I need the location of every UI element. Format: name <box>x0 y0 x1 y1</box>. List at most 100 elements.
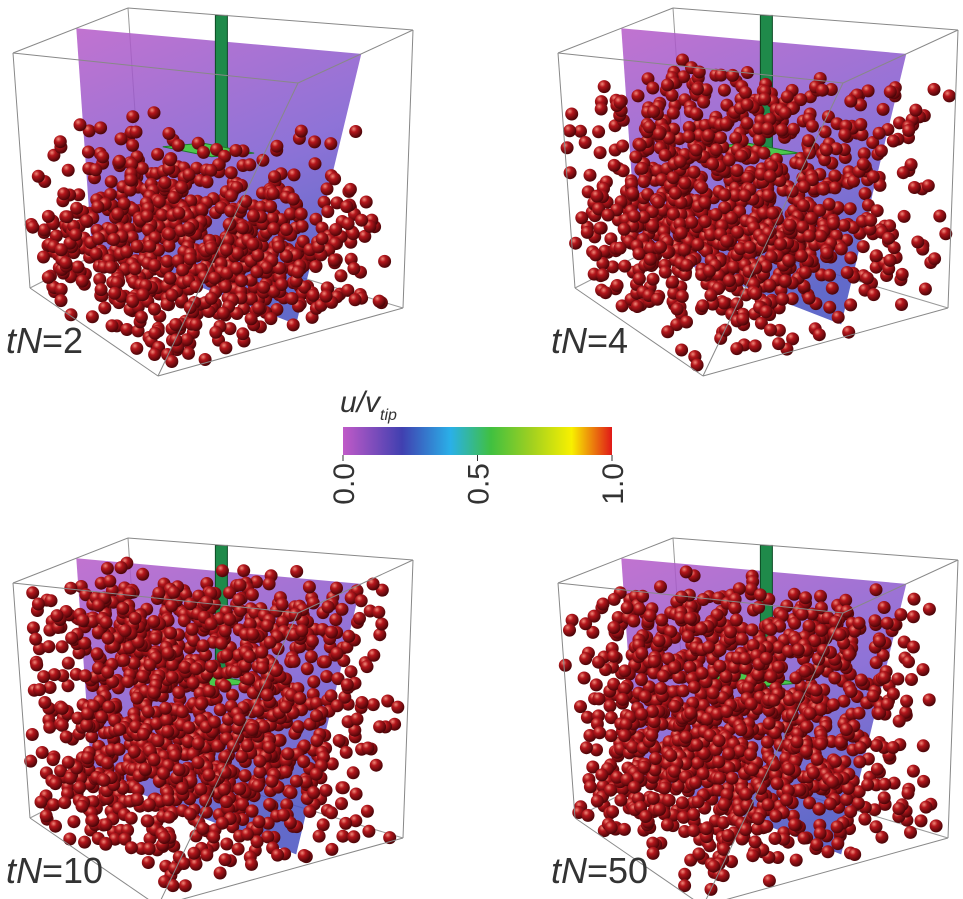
particle <box>205 617 218 630</box>
particle <box>873 127 886 140</box>
particle <box>923 693 936 706</box>
particle <box>252 302 265 315</box>
particle <box>746 763 759 776</box>
particle <box>823 269 836 282</box>
particle <box>780 793 793 806</box>
particle <box>345 665 358 678</box>
particle <box>148 348 161 361</box>
particle <box>320 290 333 303</box>
particle <box>682 630 695 643</box>
particle <box>607 650 620 663</box>
particle <box>861 778 874 791</box>
particle <box>678 177 691 190</box>
particle <box>169 334 182 347</box>
particle <box>264 312 277 325</box>
particle <box>896 268 909 281</box>
particle <box>884 254 897 267</box>
particle <box>689 776 702 789</box>
particle <box>158 831 171 844</box>
particle <box>727 261 740 274</box>
particle <box>671 303 684 316</box>
particle <box>301 662 314 675</box>
particle <box>795 250 808 263</box>
particle <box>216 817 229 830</box>
particle <box>919 283 932 296</box>
box-edge <box>403 560 413 838</box>
particle <box>200 849 213 862</box>
particle <box>197 146 210 159</box>
particle <box>355 214 368 227</box>
particle <box>848 848 861 861</box>
particle <box>373 720 386 733</box>
particle <box>288 168 301 181</box>
particle <box>707 686 720 699</box>
box-edge <box>948 560 958 838</box>
particle <box>661 325 674 338</box>
particle <box>826 282 839 295</box>
particle <box>241 739 254 752</box>
particle <box>858 813 871 826</box>
colorbar <box>343 427 612 455</box>
particle <box>786 185 799 198</box>
particle <box>873 635 886 648</box>
particle <box>167 586 180 599</box>
particle <box>710 143 723 156</box>
particle <box>758 93 771 106</box>
particle <box>56 719 69 732</box>
particle <box>296 220 309 233</box>
particle <box>647 792 660 805</box>
particle <box>378 255 391 268</box>
particle <box>219 680 232 693</box>
particle <box>720 117 733 130</box>
particle <box>151 148 164 161</box>
particle <box>864 214 877 227</box>
particle <box>845 685 858 698</box>
particle <box>184 808 197 821</box>
particle <box>730 342 743 355</box>
particle <box>762 798 775 811</box>
particle <box>677 684 690 697</box>
particle <box>697 96 710 109</box>
particle <box>593 726 606 739</box>
particle <box>347 262 360 275</box>
particle <box>166 671 179 684</box>
particle <box>26 221 39 234</box>
particle <box>309 157 322 170</box>
particle <box>633 272 646 285</box>
particle <box>638 175 651 188</box>
particle <box>391 701 404 714</box>
particle <box>360 196 373 209</box>
particle <box>884 85 897 98</box>
particle <box>187 677 200 690</box>
particle <box>235 274 248 287</box>
particle <box>905 673 918 686</box>
particle <box>861 272 874 285</box>
particle <box>745 698 758 711</box>
particle <box>250 265 263 278</box>
particle <box>340 746 353 759</box>
particle <box>67 815 80 828</box>
particle <box>111 208 124 221</box>
particle <box>179 661 192 674</box>
particle <box>243 650 256 663</box>
colorbar-tick-label: 0.5 <box>463 463 496 505</box>
particle <box>700 822 713 835</box>
particle <box>594 146 607 159</box>
particle <box>799 591 812 604</box>
particle <box>740 788 753 801</box>
particle <box>209 326 222 339</box>
particle <box>760 652 773 665</box>
particle <box>263 798 276 811</box>
particle <box>239 769 252 782</box>
particle <box>123 586 136 599</box>
particle <box>687 808 700 821</box>
particle <box>590 678 603 691</box>
particle <box>186 623 199 636</box>
particle <box>692 795 705 808</box>
particle <box>203 685 216 698</box>
particle <box>639 810 652 823</box>
particle <box>232 593 245 606</box>
particle <box>205 242 218 255</box>
particle <box>844 202 857 215</box>
particle <box>832 311 845 324</box>
